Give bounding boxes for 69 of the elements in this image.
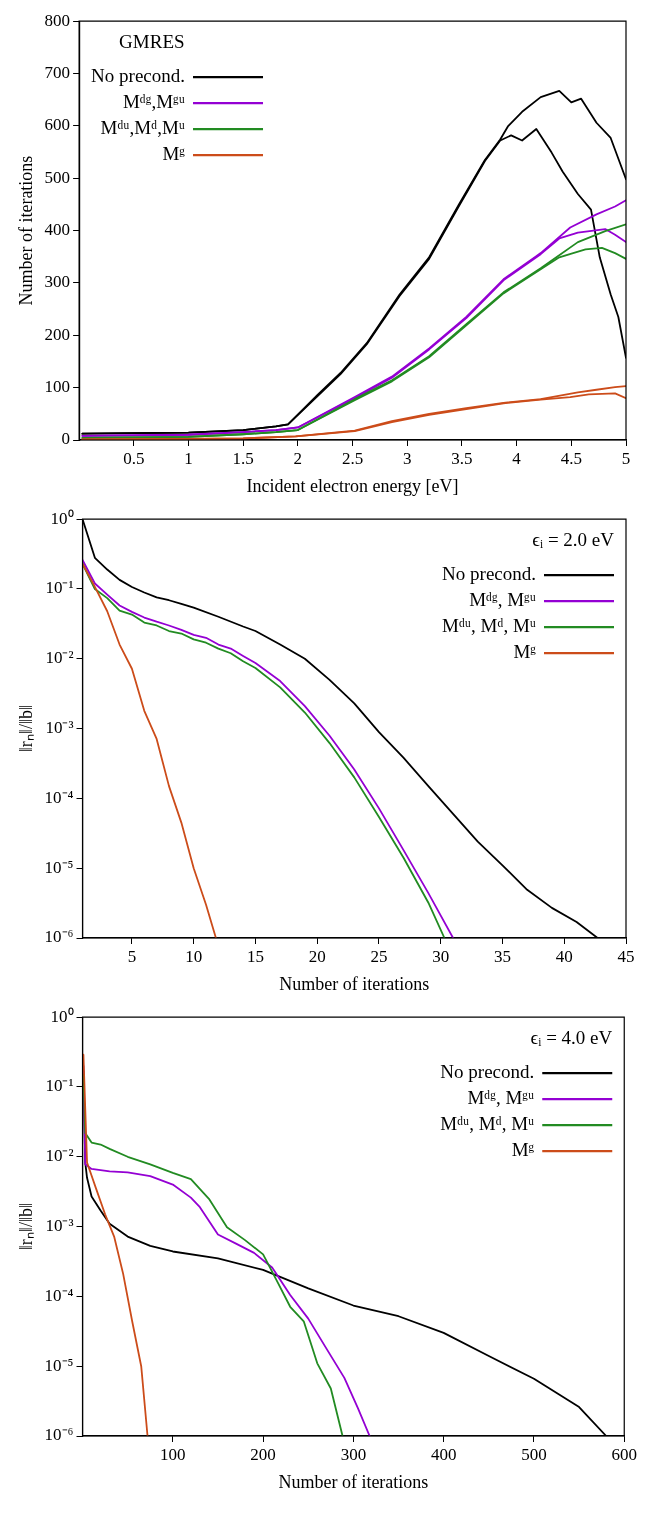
- legend-label: Mᵈᵘ, Mᵈ, Mᵘ: [440, 1113, 535, 1135]
- y-tick-label: 10⁰: [50, 1006, 74, 1026]
- legend-label: No precond.: [91, 65, 186, 87]
- annotation: ϵᵢ = 2.0 eV: [532, 529, 615, 551]
- x-tick-label: 5: [621, 448, 631, 468]
- x-tick-label: 3.5: [451, 448, 473, 468]
- y-tick-label: 200: [44, 324, 71, 344]
- y-tick-label: 800: [44, 10, 71, 30]
- x-tick-label: 2.5: [341, 448, 364, 468]
- legend-label: Mᵍ: [513, 641, 537, 663]
- annotation: GMRES: [119, 31, 185, 53]
- y-tick-label: 0: [61, 429, 71, 449]
- x-tick-label: 35: [493, 946, 511, 966]
- y-axis-title: ‖rₙ‖/‖b‖: [15, 704, 36, 753]
- x-tick-label: 2: [293, 448, 303, 468]
- y-tick-label: 10⁰: [50, 508, 74, 528]
- y-tick-label: 700: [44, 63, 71, 83]
- y-tick-label: 10⁻⁶: [44, 927, 74, 947]
- y-tick-label: 10⁻⁶: [44, 1425, 74, 1445]
- y-tick-label: 100: [44, 377, 71, 397]
- legend-label: Mᵍ: [511, 1139, 535, 1161]
- x-tick-label: 40: [555, 946, 573, 966]
- y-tick-label: 10⁻²: [45, 648, 74, 668]
- x-tick-label: 4: [512, 448, 522, 468]
- legend-label: Mᵈᵍ, Mᵍᵘ: [467, 1087, 535, 1109]
- y-tick-label: 400: [44, 220, 71, 240]
- legend-label: No precond.: [442, 563, 536, 585]
- x-tick-label: 300: [340, 1444, 367, 1464]
- y-tick-label: 600: [44, 115, 71, 135]
- y-tick-label: 10⁻³: [45, 718, 74, 738]
- y-tick-label: 10⁻⁵: [44, 1355, 74, 1375]
- y-tick-label: 10⁻⁵: [44, 857, 74, 877]
- x-tick-label: 3: [402, 448, 412, 468]
- x-tick-label: 45: [617, 946, 635, 966]
- y-axis-title: Number of iterations: [15, 155, 36, 306]
- legend-label: Mᵈᵍ,Mᵍᵘ: [122, 91, 186, 113]
- legend-label: Mᵈᵘ, Mᵈ, Mᵘ: [442, 615, 536, 637]
- y-axis-title: ‖rₙ‖/‖b‖: [15, 1202, 36, 1251]
- x-tick-label: 15: [246, 946, 264, 966]
- legend-label: No precond.: [440, 1061, 535, 1083]
- x-axis-title: Number of iterations: [278, 1471, 429, 1492]
- x-tick-label: 600: [611, 1444, 637, 1464]
- y-tick-label: 10⁻²: [45, 1146, 74, 1166]
- y-tick-label: 500: [44, 167, 71, 187]
- x-axis-title: Number of iterations: [279, 973, 430, 994]
- x-tick-label: 0.5: [123, 448, 145, 468]
- x-tick-label: 400: [430, 1444, 457, 1464]
- x-tick-label: 30: [432, 946, 450, 966]
- x-tick-label: 500: [521, 1444, 547, 1464]
- x-tick-label: 5: [127, 946, 137, 966]
- x-tick-label: 20: [308, 946, 326, 966]
- x-tick-label: 100: [160, 1444, 186, 1464]
- legend-label: Mᵈᵘ,Mᵈ,Mᵘ: [100, 117, 186, 139]
- y-tick-label: 10⁻¹: [45, 1076, 74, 1096]
- annotation: ϵᵢ = 4.0 eV: [530, 1027, 613, 1049]
- y-tick-label: 10⁻⁴: [44, 1285, 74, 1305]
- y-tick-label: 300: [44, 272, 71, 292]
- x-tick-label: 25: [370, 946, 388, 966]
- x-tick-label: 4.5: [560, 448, 582, 468]
- y-tick-label: 10⁻⁴: [44, 787, 74, 807]
- y-tick-label: 10⁻³: [45, 1216, 74, 1236]
- x-tick-label: 10: [185, 946, 203, 966]
- x-tick-label: 1: [184, 448, 193, 468]
- x-axis-title: Incident electron energy [eV]: [246, 475, 459, 496]
- legend-label: Mᵈᵍ, Mᵍᵘ: [469, 589, 536, 611]
- legend-label: Mᵍ: [162, 143, 186, 165]
- y-tick-label: 10⁻¹: [45, 578, 74, 598]
- x-tick-label: 200: [250, 1444, 276, 1464]
- x-tick-label: 1.5: [232, 448, 254, 468]
